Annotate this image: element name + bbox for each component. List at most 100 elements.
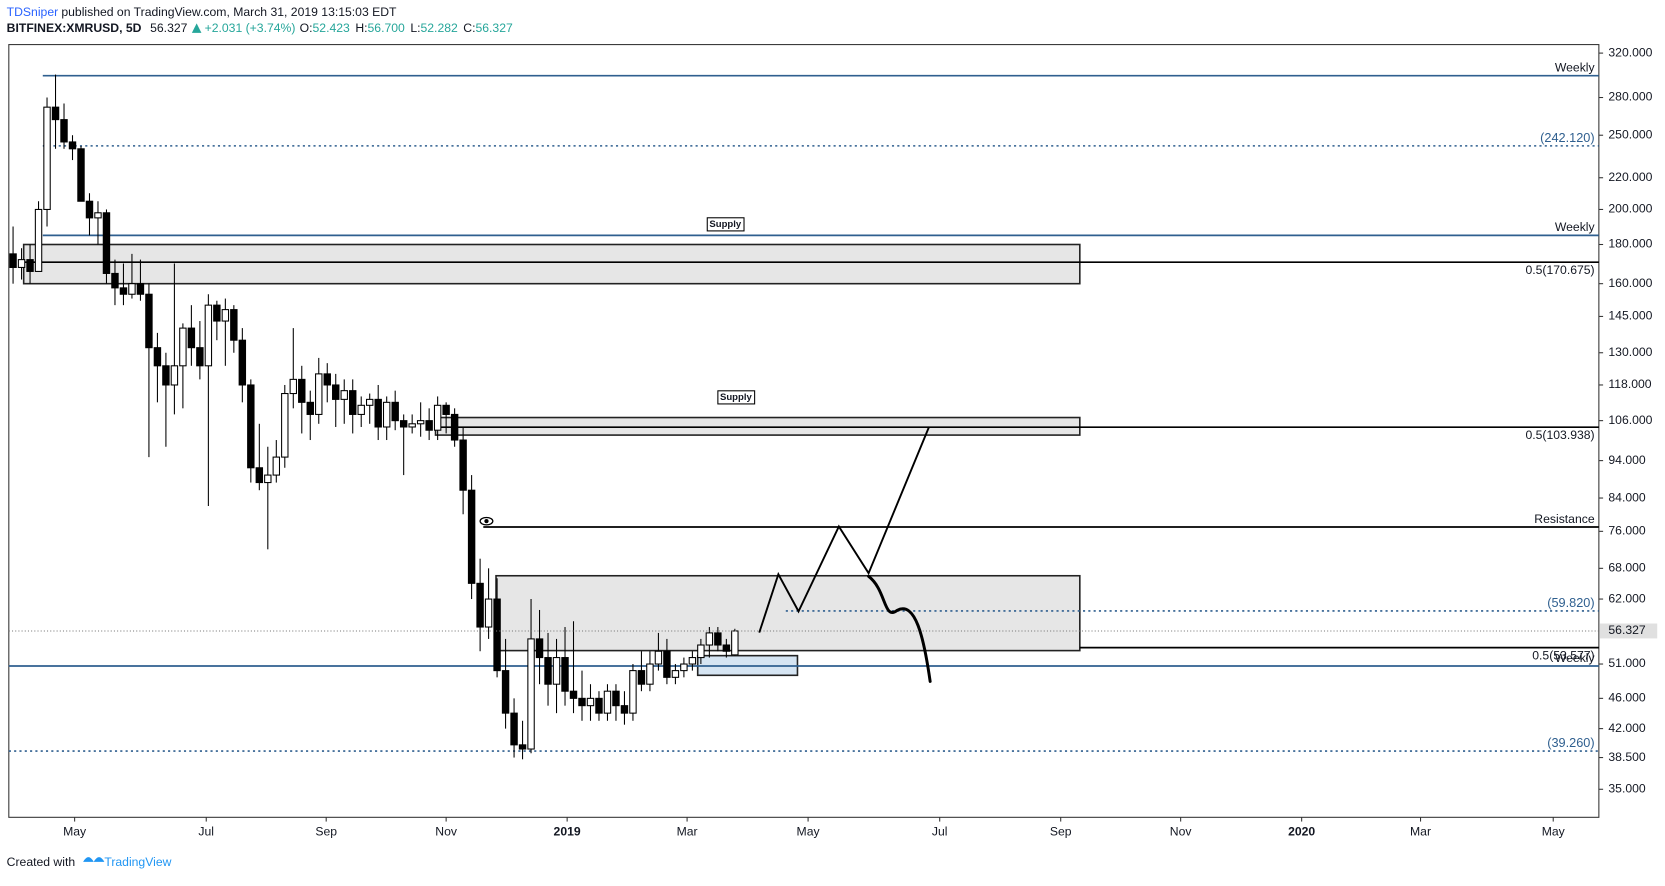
- candle-body: [552, 657, 561, 685]
- ohlc-label: O:: [300, 21, 313, 35]
- plot: [8, 74, 1599, 760]
- level-label: (39.260): [1547, 735, 1594, 750]
- x-tick-label: Sep: [315, 824, 337, 838]
- ohlc-label: H:: [355, 21, 367, 35]
- candle-body: [586, 697, 595, 707]
- x-tick-label: Nov: [1170, 824, 1193, 838]
- candle-body: [264, 474, 272, 484]
- last-price-label: 56.327: [1608, 623, 1645, 637]
- y-tick-label: 68.000: [1608, 561, 1645, 575]
- candle-body: [179, 327, 187, 367]
- candle-body: [518, 744, 527, 750]
- x-tick-label: May: [1542, 824, 1566, 838]
- y-tick-label: 200.000: [1608, 202, 1652, 216]
- candle-body: [569, 690, 578, 699]
- candle-body: [374, 398, 382, 428]
- candle-body: [281, 393, 289, 458]
- candle-body: [510, 712, 518, 746]
- candle-body: [213, 304, 221, 322]
- candle-body: [425, 420, 433, 431]
- candle-body: [136, 283, 145, 295]
- candle-body: [289, 378, 298, 395]
- zone-label: Supply: [709, 219, 742, 230]
- candle-body: [298, 378, 306, 403]
- ohlc-label: C:: [463, 21, 475, 35]
- y-tick-label: 145.000: [1608, 309, 1652, 323]
- y-tick-label: 62.000: [1608, 591, 1645, 605]
- y-tick-label: 180.000: [1608, 237, 1652, 251]
- candle-body: [722, 644, 731, 652]
- level-label: Weekly: [1555, 220, 1596, 234]
- x-tick-label: 2019: [554, 824, 581, 838]
- candle-body: [535, 638, 544, 659]
- candle-body: [85, 200, 94, 219]
- ohlc-value: 56.700: [368, 21, 405, 35]
- candle-body: [527, 638, 535, 750]
- candle-body: [561, 657, 569, 692]
- header-published: published on TradingView.com, March 31, …: [61, 5, 397, 19]
- candle-body: [731, 630, 739, 656]
- candle-body: [357, 404, 365, 415]
- ohlc-value: 56.327: [475, 21, 512, 35]
- candle-body: [578, 697, 586, 707]
- candle-body: [119, 287, 128, 295]
- zone-label-box: [706, 217, 745, 232]
- candle-body: [433, 404, 442, 431]
- level-label: (242.120): [1540, 130, 1594, 145]
- y-tick-label: 94.000: [1608, 453, 1645, 467]
- y-tick-label: 42.000: [1608, 721, 1645, 735]
- footer-created: Created with: [7, 855, 75, 869]
- level-label: (59.820): [1547, 595, 1594, 610]
- candle-body: [9, 253, 17, 268]
- candle-body: [349, 390, 357, 415]
- candle-body: [255, 467, 264, 484]
- candle-body: [493, 598, 501, 672]
- candle-body: [399, 420, 408, 428]
- candle-body: [221, 309, 230, 322]
- y-tick-label: 106.000: [1608, 413, 1652, 427]
- x-tick-label: Jul: [198, 824, 214, 838]
- candle-body: [153, 347, 162, 367]
- y-tick-label: 130.000: [1608, 345, 1652, 359]
- candle-body: [102, 212, 111, 274]
- y-tick-label: 250.000: [1608, 127, 1652, 141]
- candle-body: [476, 582, 484, 628]
- candle-body: [323, 373, 331, 386]
- candle-body: [663, 650, 671, 678]
- candle-body: [688, 657, 697, 665]
- level-label: 0.5(103.938): [1525, 428, 1594, 442]
- candle-body: [416, 420, 425, 425]
- candle-body: [238, 339, 247, 386]
- zone: [434, 416, 1081, 436]
- ohlc-value: 52.423: [313, 21, 350, 35]
- candle-body: [501, 670, 510, 714]
- y-tick-label: 76.000: [1608, 524, 1645, 538]
- candle-body: [603, 690, 612, 714]
- y-tick-label: 118.000: [1608, 377, 1651, 391]
- candle-body: [247, 384, 255, 469]
- x-tick-label: May: [797, 824, 821, 838]
- level-label: 0.5(53.577): [1532, 648, 1594, 662]
- y-tick-label: 160.000: [1608, 276, 1652, 290]
- candle-body: [680, 663, 688, 672]
- candle-body: [365, 398, 374, 406]
- footer-brand: TradingView: [104, 855, 171, 869]
- header-symbol: BITFINEX:XMRUSD, 5D: [7, 21, 142, 35]
- level-label: Weekly: [1555, 60, 1596, 74]
- y-tick-label: 38.500: [1608, 750, 1645, 764]
- candle-body: [705, 632, 714, 646]
- x-tick-label: Sep: [1050, 824, 1072, 838]
- projection-path: [758, 426, 930, 633]
- plot-frame: [8, 44, 1600, 818]
- candle-body: [637, 670, 646, 685]
- y-tick-label: 84.000: [1608, 490, 1645, 504]
- x-tick-label: 2020: [1288, 824, 1315, 838]
- ohlc-value: 52.282: [421, 21, 458, 35]
- level-label: Weekly: [1555, 651, 1596, 665]
- ohlc-label: L:: [410, 21, 420, 35]
- x-tick-label: Mar: [1410, 824, 1431, 838]
- y-tick-label: 35.000: [1608, 781, 1645, 795]
- candle-body: [646, 663, 654, 685]
- candle-body: [128, 283, 136, 295]
